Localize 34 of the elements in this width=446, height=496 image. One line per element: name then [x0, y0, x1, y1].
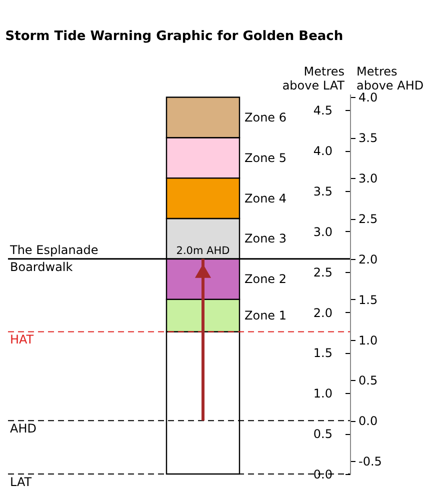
y2-tick-label: 1.0: [358, 333, 378, 348]
ref-line-label: AHD: [10, 422, 36, 436]
y-tick-label: 2.5: [313, 265, 332, 280]
y2-tick-label: 2.5: [358, 212, 378, 226]
series-label: Zone 1: [244, 308, 286, 323]
annotation: 2.0m AHD: [176, 244, 230, 257]
ref-line-label: HAT: [10, 332, 34, 347]
y-tick-label: 0.0: [313, 468, 332, 482]
y-tick-label: 1.0: [313, 386, 332, 401]
y-tick-label: 4.5: [313, 104, 332, 118]
y2-tick-label: 4.0: [358, 90, 378, 105]
y-tick-label: 2.0: [313, 306, 332, 320]
y2-axis-title: Metres above AHD: [356, 64, 424, 92]
y2-tick-label: 1.5: [358, 292, 378, 307]
chart-title: Storm Tide Warning Graphic for Golden Beach: [5, 29, 344, 44]
series-label: Zone 6: [244, 110, 286, 124]
y2-tick-label: 0.0: [358, 414, 378, 428]
series-label: Zone 4: [244, 191, 286, 206]
series-label: Zone 3: [244, 232, 286, 246]
ref-line-label: LAT: [10, 475, 32, 489]
ref-line-label: The Esplanade Boardwalk: [9, 242, 98, 274]
y-tick-label: 1.5: [313, 346, 332, 360]
y2-tick-label: 3.5: [358, 131, 378, 146]
y2-tick-label: -0.5: [358, 454, 382, 469]
y2-tick-label: 0.5: [358, 374, 378, 388]
y2-tick-label: 3.0: [358, 172, 378, 186]
series-label: Zone 5: [244, 150, 286, 165]
y2-tick-label: 2.0: [358, 252, 378, 266]
y-axis-title: Metres above LAT: [282, 64, 346, 92]
series-label: Zone 2: [244, 272, 286, 286]
y-tick-label: 3.5: [313, 184, 332, 199]
y-tick-label: 4.0: [313, 144, 332, 158]
y-tick-label: 0.5: [313, 427, 332, 442]
y-tick-label: 3.0: [313, 224, 332, 239]
